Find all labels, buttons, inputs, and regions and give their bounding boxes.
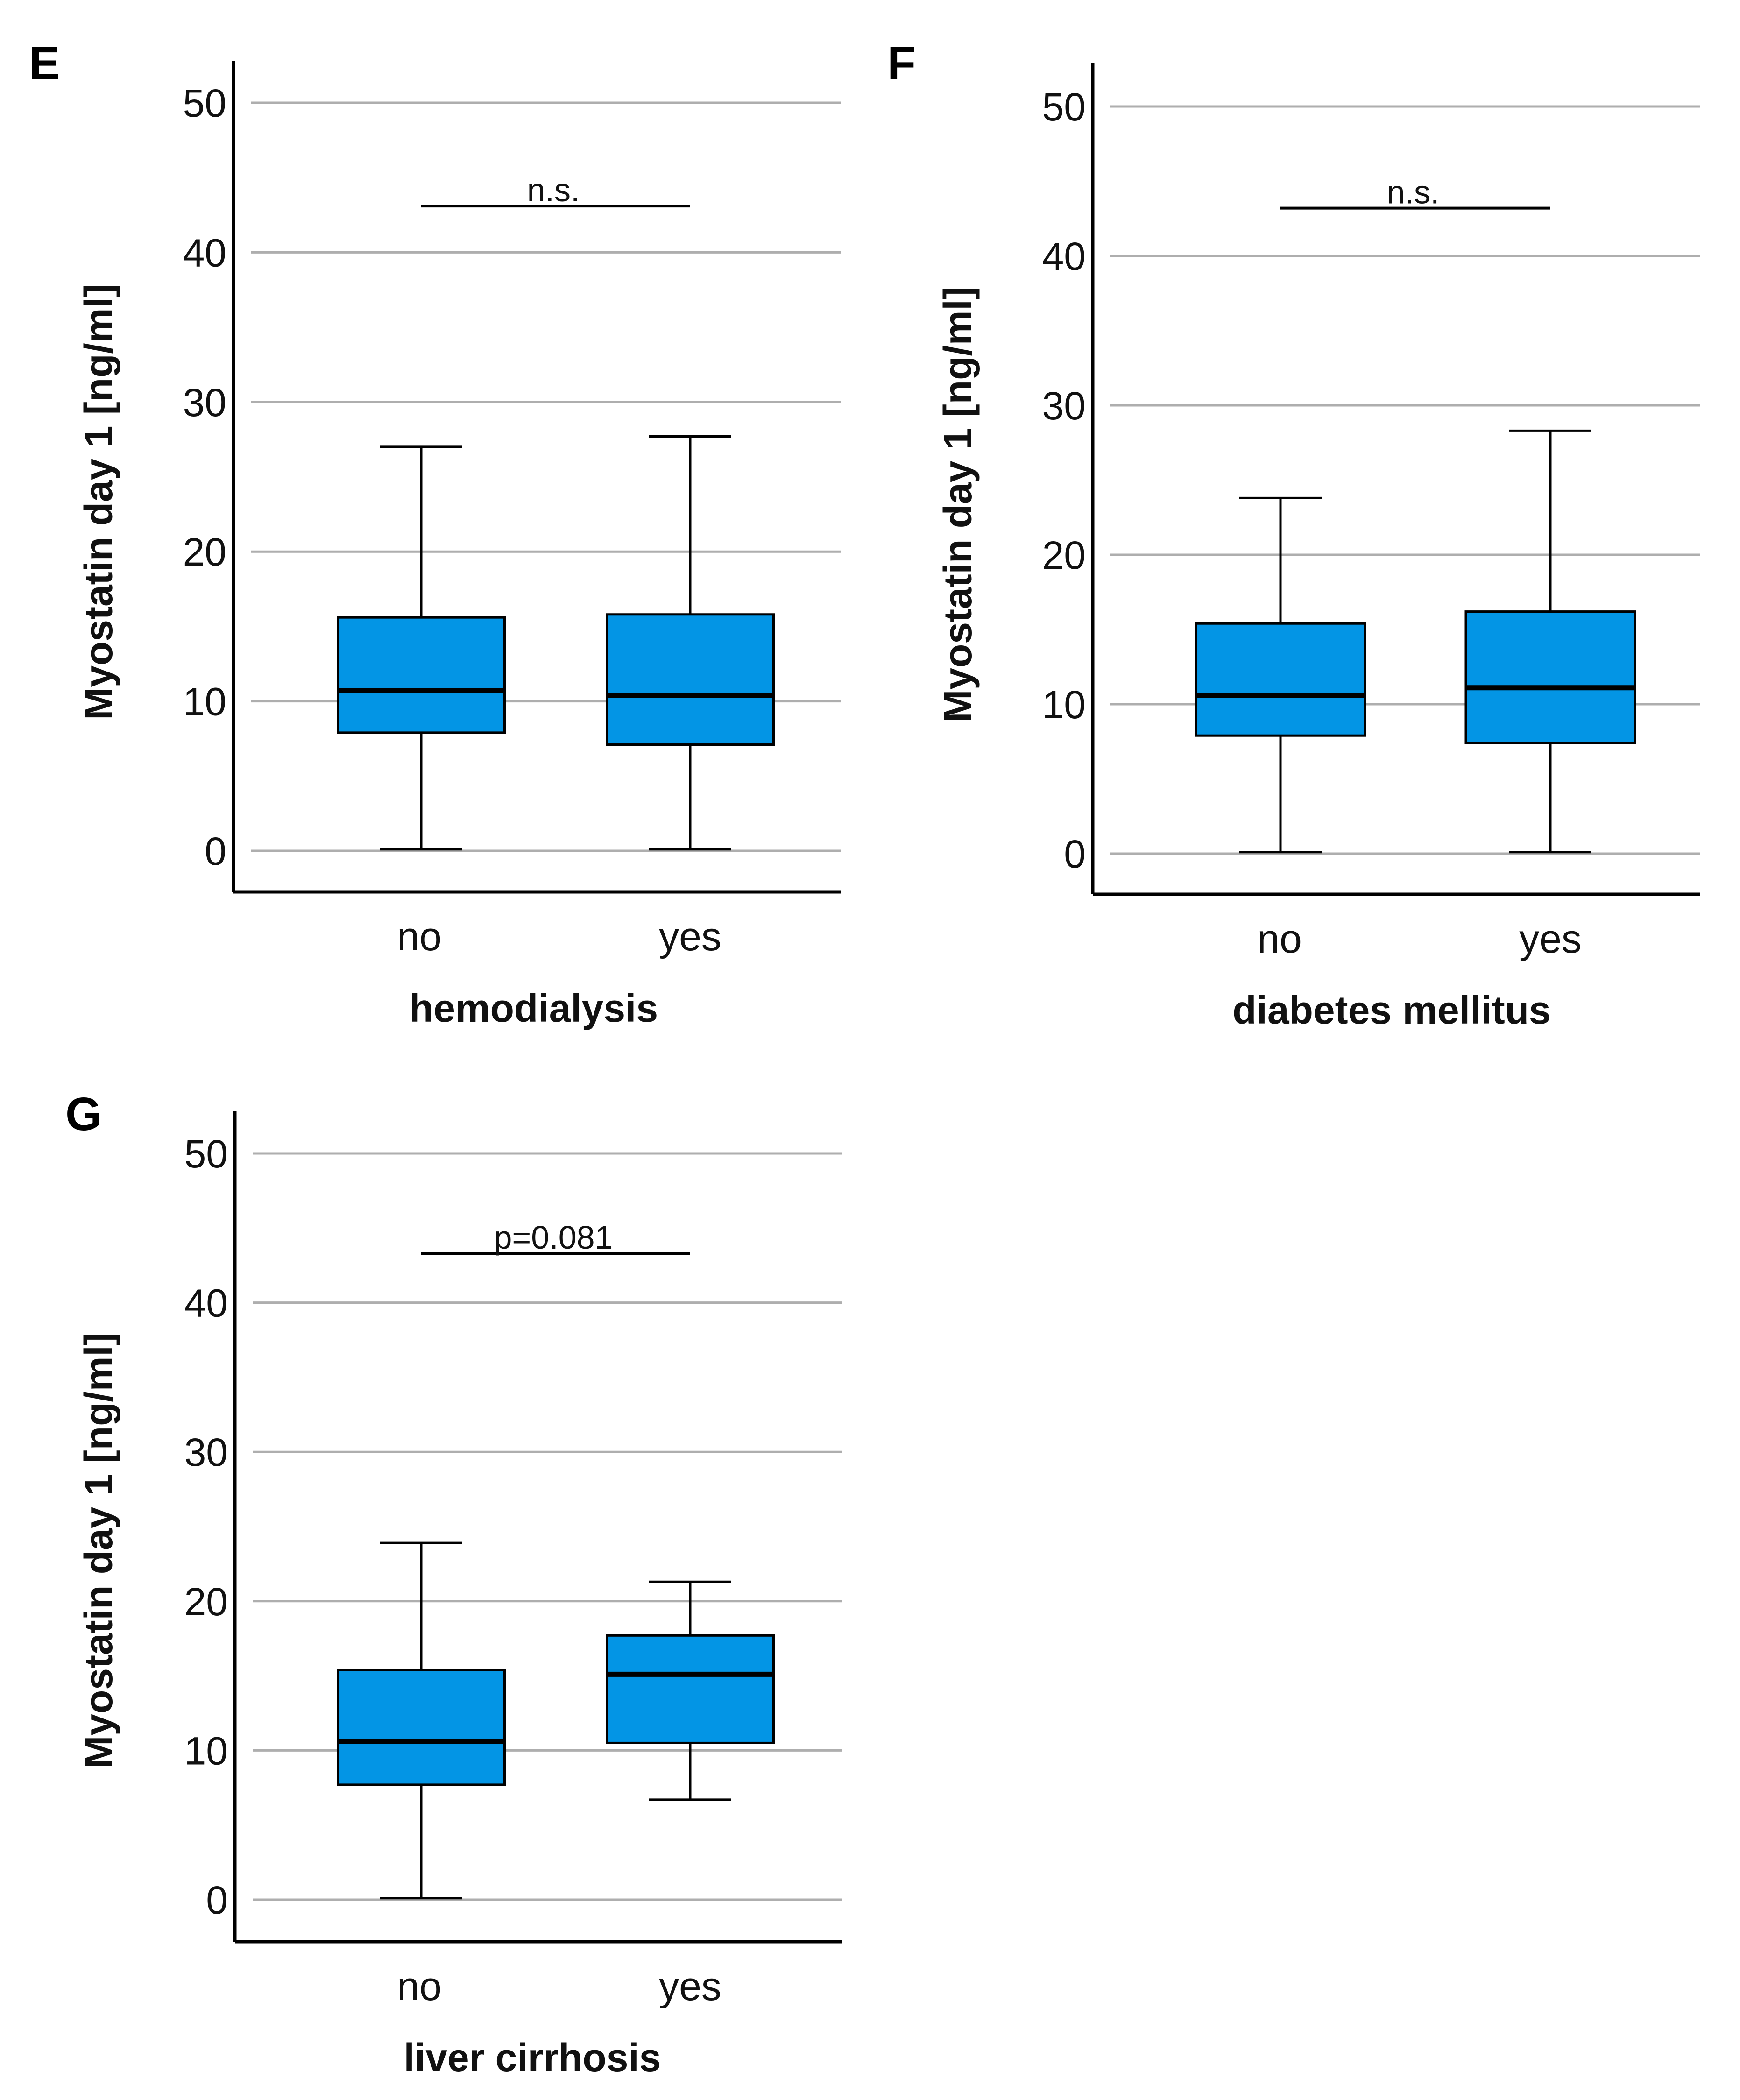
- box-no: [337, 616, 506, 734]
- y-tick-label: 30: [183, 381, 226, 424]
- y-tick-labels: 0 10 20 30 40 50: [183, 81, 226, 873]
- y-tick-label: 10: [183, 680, 226, 724]
- box-no: [1195, 622, 1366, 737]
- y-tick-label: 10: [184, 1729, 228, 1773]
- y-tick-label: 40: [184, 1281, 228, 1325]
- y-tick-labels: 0 10 20 30 40 50: [184, 1132, 228, 1922]
- significance-label: n.s.: [1387, 174, 1440, 211]
- category-label-yes: yes: [1519, 917, 1582, 962]
- y-tick-label: 20: [1042, 533, 1086, 577]
- category-label-no: no: [1257, 917, 1302, 962]
- y-tick-label: 50: [1042, 85, 1086, 129]
- box-yes: [606, 613, 775, 746]
- significance-bracket: p=0.081: [421, 1219, 690, 1256]
- significance-label: n.s.: [527, 172, 580, 208]
- y-tick-label: 40: [183, 231, 226, 275]
- x-axis-label: diabetes mellitus: [1232, 988, 1551, 1032]
- panel-letter: G: [65, 1088, 102, 1140]
- y-axis-label: Myostatin day 1 [ng/ml]: [77, 1332, 120, 1768]
- y-tick-label: 50: [183, 81, 226, 125]
- y-tick-labels: 0 10 20 30 40 50: [1042, 85, 1086, 876]
- y-tick-label: 20: [184, 1580, 228, 1624]
- boxes: [337, 1541, 775, 1900]
- significance-label: p=0.081: [494, 1219, 613, 1256]
- y-tick-label: 40: [1042, 234, 1086, 278]
- panel-e: E 0 10 20 30 40 50 n.s. no yes hemodialysis M…: [29, 37, 841, 1030]
- y-tick-label: 50: [184, 1132, 228, 1176]
- boxes: [1195, 429, 1636, 854]
- y-tick-label: 30: [184, 1430, 228, 1474]
- significance-bracket: n.s.: [1280, 174, 1550, 211]
- panel-g: G 0 10 20 30 40 50 p=0.081 no yes liver cirrh…: [65, 1088, 842, 2079]
- category-label-yes: yes: [659, 1964, 721, 2009]
- y-tick-label: 0: [206, 1878, 228, 1922]
- y-tick-label: 20: [183, 530, 226, 574]
- category-label-no: no: [397, 1964, 442, 2009]
- category-label-yes: yes: [659, 914, 721, 959]
- panel-letter: E: [29, 37, 60, 90]
- box-no: [337, 1669, 506, 1786]
- y-tick-label: 30: [1042, 384, 1086, 428]
- x-axis-label: liver cirrhosis: [404, 2036, 661, 2079]
- y-axis-label: Myostatin day 1 [ng/ml]: [77, 284, 120, 720]
- panel-f: F 0 10 20 30 40 50 n.s. no yes diabetes melli…: [887, 37, 1700, 1032]
- gridlines: [253, 1152, 842, 1901]
- panel-letter: F: [887, 37, 916, 90]
- y-tick-label: 10: [1042, 683, 1086, 727]
- significance-bracket: n.s.: [421, 172, 690, 208]
- box-yes: [1464, 610, 1636, 744]
- y-axis-label: Myostatin day 1 [ng/ml]: [936, 286, 980, 722]
- box-yes: [606, 1634, 775, 1744]
- y-tick-label: 0: [1064, 832, 1086, 876]
- category-label-no: no: [397, 914, 442, 959]
- x-axis-label: hemodialysis: [410, 986, 658, 1030]
- y-tick-label: 0: [205, 829, 226, 873]
- boxes: [337, 435, 775, 851]
